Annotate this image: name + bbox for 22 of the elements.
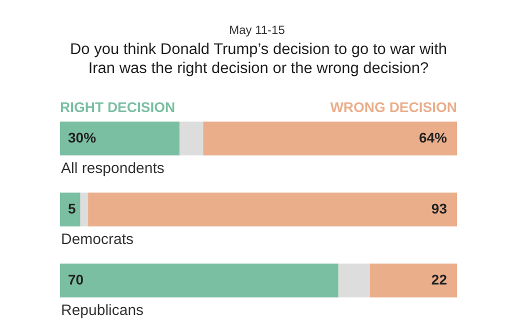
data-label: 30% xyxy=(68,129,97,146)
bar xyxy=(60,122,180,156)
bar xyxy=(60,192,80,226)
chart-title: Do you think Donald Trump’s decision to go to war with Iran was the right decision or the wrong decision? xyxy=(68,40,448,78)
bar xyxy=(60,264,338,298)
y-tick-label: All respondents xyxy=(61,160,164,178)
bar xyxy=(87,192,457,226)
y-tick-label: Democrats xyxy=(61,231,134,248)
bar xyxy=(178,122,204,156)
bar xyxy=(80,192,88,226)
series-label: RIGHT DECISION xyxy=(60,99,176,115)
data-label: 64% xyxy=(418,129,448,146)
data-label: 93 xyxy=(431,200,448,216)
chart-subtitle: May 11-15 xyxy=(228,23,286,37)
bar xyxy=(202,122,457,156)
data-label: 22 xyxy=(431,271,448,288)
data-label: 5 xyxy=(68,200,76,216)
bar xyxy=(369,264,457,298)
series-label: WRONG DECISION xyxy=(330,99,457,115)
y-tick-label: Republicans xyxy=(61,302,144,320)
bar xyxy=(338,264,370,298)
data-label: 70 xyxy=(68,271,84,288)
